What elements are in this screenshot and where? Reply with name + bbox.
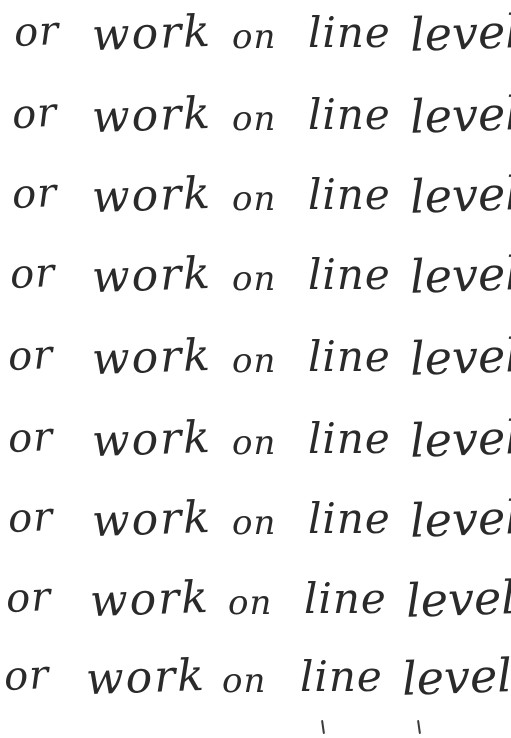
- handwriting-line: or work on line level: [0, 246, 511, 336]
- cut-off-stroke: [417, 719, 421, 734]
- word-work: work: [91, 247, 213, 304]
- handwriting-line: or work on line level: [0, 328, 511, 418]
- word-work: work: [91, 491, 213, 548]
- word-level: level: [409, 86, 511, 144]
- word-or: or: [8, 249, 57, 299]
- cut-off-stroke: [321, 719, 325, 734]
- handwriting-line: or work on line level: [0, 410, 511, 500]
- word-or: or: [6, 493, 55, 543]
- word-or: or: [6, 413, 55, 463]
- word-level: level: [409, 4, 511, 62]
- word-or: or: [12, 7, 61, 57]
- word-on: on: [222, 661, 267, 701]
- word-line: line: [308, 90, 391, 139]
- word-work: work: [89, 571, 211, 628]
- word-line: line: [300, 652, 383, 701]
- word-on: on: [232, 503, 277, 543]
- word-work: work: [91, 329, 213, 386]
- word-work: work: [91, 411, 213, 468]
- word-level: level: [409, 490, 511, 548]
- word-level: level: [409, 328, 511, 386]
- word-line: line: [308, 250, 391, 299]
- word-on: on: [232, 341, 277, 381]
- word-or: or: [6, 331, 55, 381]
- word-work: work: [91, 87, 213, 144]
- word-line: line: [308, 414, 391, 463]
- word-on: on: [232, 179, 277, 219]
- word-or: or: [10, 169, 59, 219]
- handwriting-line: or work on line level: [0, 4, 511, 94]
- word-or: or: [4, 573, 53, 623]
- handwriting-line: or work on line level: [0, 86, 511, 176]
- handwriting-line: or work on line level: [0, 490, 511, 580]
- word-level: level: [409, 166, 511, 224]
- word-level: level: [409, 410, 511, 468]
- word-on: on: [232, 259, 277, 299]
- handwriting-line: or work on line level: [0, 570, 511, 660]
- word-line: line: [308, 8, 391, 57]
- word-line: line: [308, 494, 391, 543]
- word-on: on: [232, 99, 277, 139]
- word-on: on: [228, 583, 273, 623]
- word-work: work: [91, 167, 213, 224]
- word-line: line: [308, 332, 391, 381]
- word-line: line: [304, 574, 387, 623]
- word-work: work: [91, 5, 213, 62]
- word-line: line: [308, 170, 391, 219]
- cut-off-strokes: [0, 714, 511, 734]
- word-or: or: [2, 651, 51, 701]
- word-level: level: [405, 570, 511, 628]
- handwriting-line: or work on line level: [0, 648, 511, 738]
- word-or: or: [10, 89, 59, 139]
- word-level: level: [409, 246, 511, 304]
- word-on: on: [232, 17, 277, 57]
- word-work: work: [85, 649, 207, 706]
- handwriting-line: or work on line level: [0, 166, 511, 256]
- word-on: on: [232, 423, 277, 463]
- word-level: level: [401, 648, 511, 706]
